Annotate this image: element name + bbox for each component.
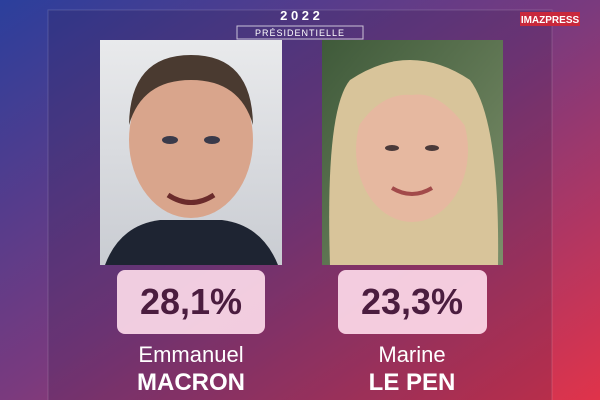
score-box (117, 270, 265, 334)
brand-box (520, 12, 580, 26)
last-name: MACRON (137, 369, 245, 396)
photo-le-pen (322, 40, 503, 265)
brand: IMAZPRESS (521, 15, 580, 26)
score-box (338, 270, 487, 334)
score: 28,1% (140, 281, 242, 322)
photo-macron (100, 40, 282, 265)
first-name: Marine (378, 342, 445, 367)
subtitle: PRÉSIDENTIELLE (255, 28, 345, 38)
subtitle-box (236, 25, 364, 40)
first-name: Emmanuel (138, 342, 243, 367)
score: 23,3% (361, 281, 463, 322)
last-name: LE PEN (369, 369, 456, 396)
year: 2 0 2 2 (280, 8, 320, 23)
